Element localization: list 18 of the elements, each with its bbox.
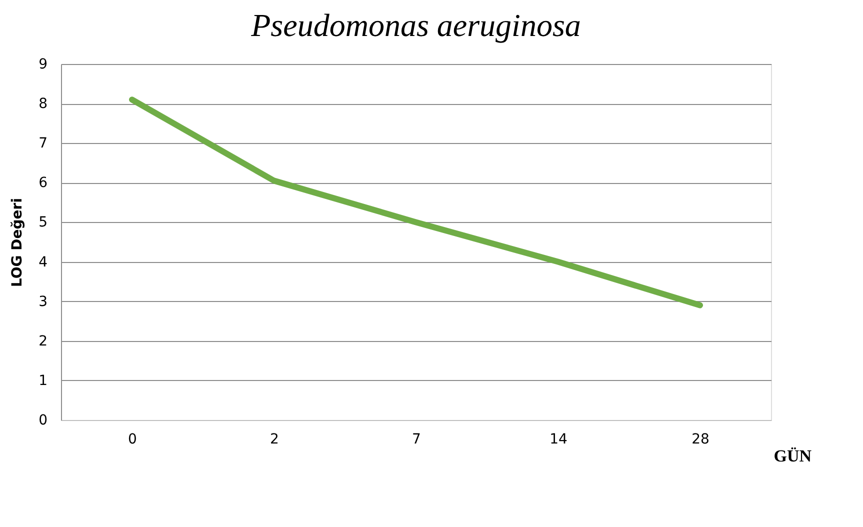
y-tick-label: 8: [38, 96, 48, 112]
y-tick-label: 5: [38, 214, 48, 231]
y-tick-label: 0: [38, 412, 48, 428]
y-tick-label: 4: [38, 254, 48, 270]
chart-title: Pseudomonas aeruginosa: [250, 7, 581, 43]
x-tick-label: 2: [270, 432, 279, 448]
x-tick-label: 28: [692, 432, 710, 448]
x-axis-title: GÜN: [774, 446, 812, 466]
y-tick-label: 6: [38, 175, 48, 192]
y-tick-label: 9: [38, 56, 48, 72]
y-tick-label: 2: [38, 333, 48, 350]
x-tick-label: 7: [412, 432, 421, 448]
y-tick-label: 1: [38, 372, 48, 389]
y-axis-title: LOG Değeri: [10, 198, 26, 288]
y-tick-label: 7: [38, 136, 48, 152]
x-tick-label: 14: [550, 432, 568, 448]
y-tick-label: 3: [38, 294, 48, 310]
x-tick-label: 0: [128, 432, 137, 448]
